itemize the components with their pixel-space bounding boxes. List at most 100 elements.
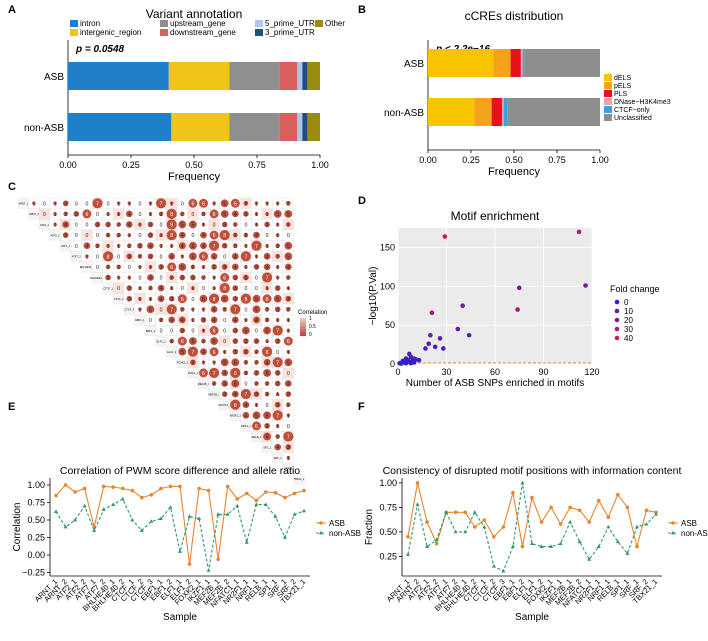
data-point-nonasb: [596, 544, 601, 548]
heatmap-value: 0: [160, 307, 163, 313]
heatmap-dot: [147, 232, 154, 238]
heatmap-dot: [137, 253, 143, 259]
category-label: ASB: [44, 72, 64, 83]
heatmap-dot: [264, 391, 270, 397]
heatmap-dot: [275, 275, 280, 280]
bar-segment: [507, 98, 600, 126]
heatmap-value: 6: [223, 276, 226, 282]
heatmap-value: 6: [170, 265, 173, 271]
data-point-asb: [254, 498, 259, 503]
heatmap-value: 8: [170, 233, 173, 239]
data-point-nonasb: [139, 528, 144, 532]
bar-segment: [503, 98, 508, 126]
heatmap-dot: [254, 402, 259, 407]
heatmap-value: 0: [43, 212, 46, 218]
heatmap-dot: [272, 410, 283, 421]
heatmap-dot: [201, 338, 206, 344]
data-point-asb: [197, 486, 201, 491]
bar-segment: [510, 49, 521, 77]
heatmap-dot: [212, 201, 216, 206]
data-point-nonasb: [568, 519, 573, 524]
heatmap-dot: [148, 201, 153, 206]
heatmap-value: 4: [202, 244, 205, 250]
legend-swatch: [160, 20, 168, 27]
legend-swatch: [70, 29, 78, 36]
heatmap-dot: [286, 349, 291, 354]
x-tick-label: 60: [490, 367, 500, 377]
heatmap-value: 1: [191, 307, 194, 313]
heatmap-dot: [286, 201, 291, 206]
legend-label: DNase−H3K4me3: [614, 99, 671, 106]
heatmap-dot: [148, 212, 153, 216]
heatmap-dot: [201, 360, 206, 365]
legend-title: Fold change: [610, 284, 660, 294]
heatmap-dot: [220, 199, 229, 208]
heatmap-dot: [83, 242, 91, 250]
heatmap-value: 5: [223, 212, 226, 218]
data-point-asb: [568, 505, 572, 510]
heatmap-value: 2: [107, 265, 110, 271]
heatmap-dot: [284, 380, 292, 387]
heatmap-value: 3: [266, 223, 269, 229]
heatmap-value: 4: [160, 297, 163, 303]
data-point-asb: [264, 490, 268, 494]
heatmap-value: 6: [255, 424, 258, 430]
data-point-nonasb: [54, 509, 58, 513]
x-tick-label: 0.50: [185, 160, 203, 170]
heatmap-value: 0: [160, 329, 163, 335]
legend-swatch: [160, 29, 168, 36]
heatmap-value: 3: [64, 201, 67, 207]
heatmap-value: 8: [213, 297, 216, 303]
heatmap-value: 0: [160, 254, 163, 260]
heatmap-dot: [138, 307, 142, 312]
bar-segment: [428, 49, 494, 77]
bar-segment: [279, 62, 298, 90]
heatmap-dot: [286, 275, 291, 280]
heatmap-value: 1: [117, 201, 120, 207]
heatmap-value: 4: [234, 392, 237, 398]
heatmap-dot: [284, 209, 293, 218]
heatmap-value: 4: [128, 212, 131, 218]
row-label: RELB_1: [252, 435, 262, 439]
heatmap-value: 5: [287, 360, 290, 366]
heatmap-dot: [191, 286, 195, 290]
category-label: ASB: [404, 59, 424, 70]
data-point-nonasb: [425, 544, 430, 548]
heatmap-dot: [200, 348, 207, 356]
heatmap-dot: [212, 275, 216, 280]
heatmap-dot: [179, 327, 186, 334]
heatmap-value: 0: [75, 201, 78, 207]
heatmap-dot: [243, 211, 249, 217]
heatmap-value: 3: [213, 265, 216, 271]
heatmap-value: 0: [107, 201, 110, 207]
heatmap-value: 2: [287, 307, 290, 313]
heatmap-dot: [178, 231, 186, 239]
row-label: MEF2B_2: [208, 392, 220, 396]
bar-segment: [171, 113, 230, 141]
legend-swatch: [255, 20, 263, 27]
heatmap-value: 3: [255, 339, 258, 345]
legend-gradient-step: [300, 334, 306, 337]
bar-segment: [520, 49, 523, 77]
scatter-point: [428, 332, 433, 338]
heatmap-dot: [220, 294, 229, 303]
heatmap-value: 1: [138, 297, 141, 303]
heatmap-dot: [147, 242, 154, 250]
data-point-asb: [73, 490, 77, 494]
heatmap-value: 5: [181, 350, 184, 356]
heatmap-value: 0: [191, 212, 194, 218]
heatmap-value: 5: [287, 244, 290, 250]
data-point-asb: [273, 490, 278, 495]
heatmap-value: 0: [244, 223, 247, 229]
heatmap-value: 3: [276, 339, 279, 345]
legend-label: 0: [624, 298, 629, 307]
heatmap-value: 2: [170, 276, 173, 282]
heatmap-dot: [275, 222, 280, 227]
heatmap-dot: [221, 369, 229, 377]
heatmap-dot: [53, 222, 57, 227]
heatmap-value: 2: [117, 233, 120, 239]
heatmap-value: 4: [234, 254, 237, 260]
heatmap-dot: [274, 370, 281, 376]
x-axis-title: Frequency: [488, 166, 540, 178]
heatmap-dot: [284, 241, 293, 250]
